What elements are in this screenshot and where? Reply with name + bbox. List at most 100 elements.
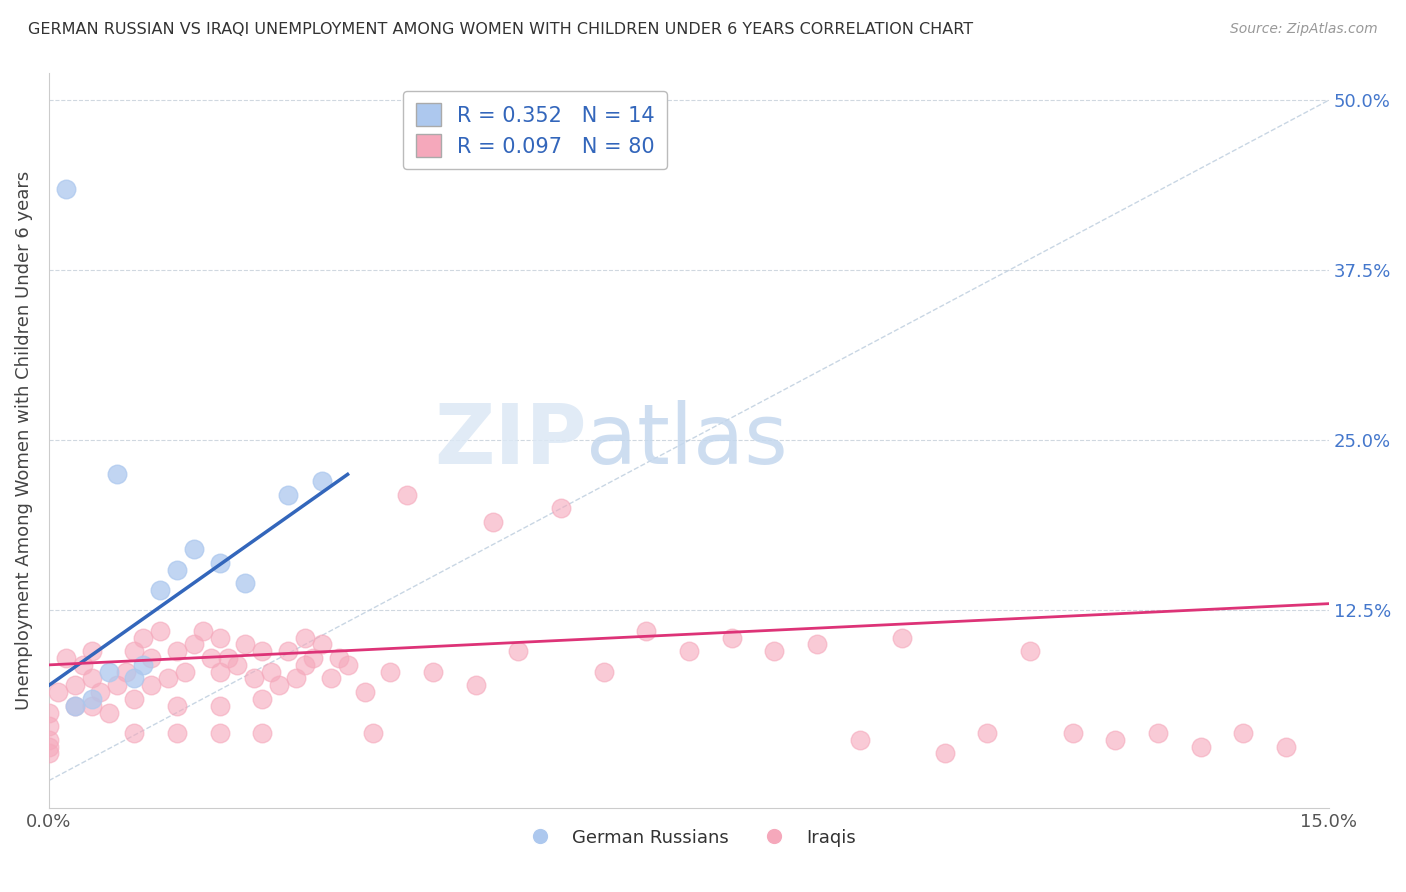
- Point: [550, 501, 572, 516]
- Point: [319, 672, 342, 686]
- Point: [141, 678, 163, 692]
- Point: [46, 685, 69, 699]
- Point: [636, 624, 658, 638]
- Point: [97, 706, 120, 720]
- Point: [336, 657, 359, 672]
- Point: [63, 698, 86, 713]
- Point: [361, 726, 384, 740]
- Point: [208, 698, 231, 713]
- Point: [80, 698, 103, 713]
- Point: [1104, 732, 1126, 747]
- Point: [63, 678, 86, 692]
- Point: [105, 467, 128, 482]
- Point: [763, 644, 786, 658]
- Point: [124, 644, 146, 658]
- Point: [80, 672, 103, 686]
- Point: [252, 726, 274, 740]
- Point: [294, 657, 316, 672]
- Point: [260, 665, 283, 679]
- Point: [72, 657, 94, 672]
- Point: [1232, 726, 1254, 740]
- Point: [38, 719, 60, 733]
- Point: [252, 692, 274, 706]
- Point: [464, 678, 486, 692]
- Point: [97, 665, 120, 679]
- Point: [233, 638, 256, 652]
- Point: [157, 672, 180, 686]
- Text: Source: ZipAtlas.com: Source: ZipAtlas.com: [1230, 22, 1378, 37]
- Point: [422, 665, 444, 679]
- Point: [208, 556, 231, 570]
- Point: [285, 672, 308, 686]
- Point: [678, 644, 700, 658]
- Point: [132, 657, 155, 672]
- Point: [217, 651, 239, 665]
- Point: [38, 706, 60, 720]
- Point: [225, 657, 247, 672]
- Point: [302, 651, 325, 665]
- Legend: German Russians, Iraqis: German Russians, Iraqis: [515, 822, 863, 854]
- Point: [80, 692, 103, 706]
- Point: [976, 726, 998, 740]
- Point: [208, 726, 231, 740]
- Point: [252, 644, 274, 658]
- Point: [149, 582, 172, 597]
- Text: atlas: atlas: [586, 400, 789, 481]
- Point: [38, 739, 60, 754]
- Point: [174, 665, 197, 679]
- Point: [277, 644, 299, 658]
- Point: [80, 644, 103, 658]
- Point: [1019, 644, 1042, 658]
- Point: [141, 651, 163, 665]
- Point: [233, 576, 256, 591]
- Point: [124, 726, 146, 740]
- Point: [200, 651, 222, 665]
- Point: [311, 638, 333, 652]
- Point: [63, 698, 86, 713]
- Point: [396, 488, 419, 502]
- Point: [720, 631, 742, 645]
- Point: [55, 651, 77, 665]
- Point: [38, 747, 60, 761]
- Point: [124, 672, 146, 686]
- Point: [328, 651, 350, 665]
- Point: [1275, 739, 1298, 754]
- Point: [183, 638, 205, 652]
- Point: [132, 631, 155, 645]
- Point: [481, 515, 503, 529]
- Point: [353, 685, 375, 699]
- Point: [89, 685, 111, 699]
- Point: [891, 631, 914, 645]
- Point: [208, 665, 231, 679]
- Point: [149, 624, 172, 638]
- Point: [166, 563, 188, 577]
- Point: [114, 665, 136, 679]
- Point: [166, 726, 188, 740]
- Point: [124, 692, 146, 706]
- Point: [294, 631, 316, 645]
- Point: [934, 747, 956, 761]
- Point: [166, 644, 188, 658]
- Point: [380, 665, 402, 679]
- Point: [166, 698, 188, 713]
- Point: [277, 488, 299, 502]
- Y-axis label: Unemployment Among Women with Children Under 6 years: Unemployment Among Women with Children U…: [15, 170, 32, 710]
- Point: [183, 542, 205, 557]
- Point: [508, 644, 530, 658]
- Point: [242, 672, 264, 686]
- Text: GERMAN RUSSIAN VS IRAQI UNEMPLOYMENT AMONG WOMEN WITH CHILDREN UNDER 6 YEARS COR: GERMAN RUSSIAN VS IRAQI UNEMPLOYMENT AMO…: [28, 22, 973, 37]
- Point: [38, 732, 60, 747]
- Point: [55, 181, 77, 195]
- Text: ZIP: ZIP: [434, 400, 586, 481]
- Point: [592, 665, 614, 679]
- Point: [208, 631, 231, 645]
- Point: [1062, 726, 1084, 740]
- Point: [269, 678, 291, 692]
- Point: [105, 678, 128, 692]
- Point: [806, 638, 828, 652]
- Point: [191, 624, 214, 638]
- Point: [848, 732, 870, 747]
- Point: [1189, 739, 1212, 754]
- Point: [311, 474, 333, 488]
- Point: [1147, 726, 1170, 740]
